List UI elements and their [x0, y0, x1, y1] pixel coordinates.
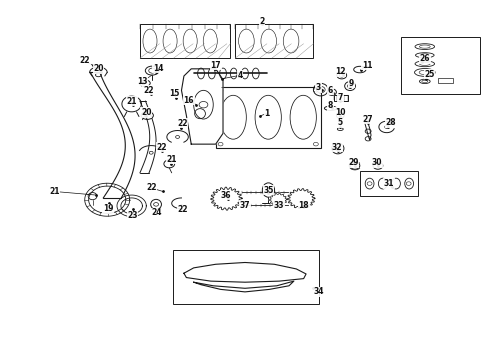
Text: 20: 20: [141, 108, 151, 117]
Bar: [438, 78, 453, 83]
Text: 35: 35: [263, 185, 273, 194]
Text: 20: 20: [93, 64, 104, 73]
Text: 10: 10: [335, 108, 345, 117]
Text: 4: 4: [238, 71, 243, 80]
Bar: [334, 95, 347, 101]
Text: 21: 21: [167, 155, 177, 164]
Text: 32: 32: [332, 143, 342, 152]
Text: 24: 24: [152, 208, 162, 217]
Polygon shape: [90, 72, 135, 198]
Text: 21: 21: [49, 187, 60, 196]
Polygon shape: [140, 101, 156, 173]
Text: 22: 22: [79, 57, 90, 66]
Text: 17: 17: [210, 61, 221, 70]
Text: 7: 7: [338, 93, 343, 102]
Text: 22: 22: [143, 86, 153, 95]
Text: 21: 21: [126, 96, 137, 105]
Bar: [140, 24, 230, 58]
Text: 29: 29: [348, 158, 359, 167]
Text: 18: 18: [298, 201, 309, 210]
Text: 12: 12: [335, 67, 345, 76]
Text: 31: 31: [384, 179, 394, 188]
Bar: [401, 37, 480, 94]
Text: 22: 22: [177, 119, 188, 128]
Text: 33: 33: [274, 201, 285, 210]
Text: 14: 14: [153, 64, 163, 73]
Polygon shape: [270, 193, 287, 206]
Text: 6: 6: [328, 86, 333, 95]
Text: 34: 34: [313, 287, 323, 296]
Text: 37: 37: [240, 201, 250, 210]
Text: 9: 9: [349, 79, 354, 88]
Text: 27: 27: [363, 114, 373, 123]
Text: 5: 5: [338, 118, 343, 127]
Bar: [172, 250, 319, 304]
Polygon shape: [181, 69, 223, 144]
Text: 13: 13: [137, 77, 147, 86]
Polygon shape: [184, 262, 306, 282]
Text: 2: 2: [260, 17, 265, 26]
Text: 30: 30: [372, 158, 382, 167]
Bar: [216, 87, 321, 148]
Text: 1: 1: [265, 109, 270, 118]
Polygon shape: [288, 189, 315, 209]
Polygon shape: [211, 187, 242, 210]
Bar: [360, 171, 418, 196]
Text: 8: 8: [328, 101, 333, 110]
Text: 36: 36: [220, 190, 231, 199]
Bar: [235, 24, 314, 58]
Text: 22: 22: [146, 183, 156, 192]
Text: 23: 23: [127, 211, 138, 220]
Text: 3: 3: [316, 83, 321, 92]
Polygon shape: [194, 281, 294, 292]
Text: 28: 28: [385, 118, 396, 127]
Text: 11: 11: [362, 61, 372, 70]
Text: 25: 25: [424, 70, 435, 79]
Text: 22: 22: [157, 143, 167, 152]
Text: 15: 15: [169, 89, 179, 98]
Text: 16: 16: [184, 96, 194, 105]
Text: 19: 19: [103, 204, 114, 213]
Text: 22: 22: [177, 205, 188, 214]
Text: 26: 26: [419, 54, 430, 63]
